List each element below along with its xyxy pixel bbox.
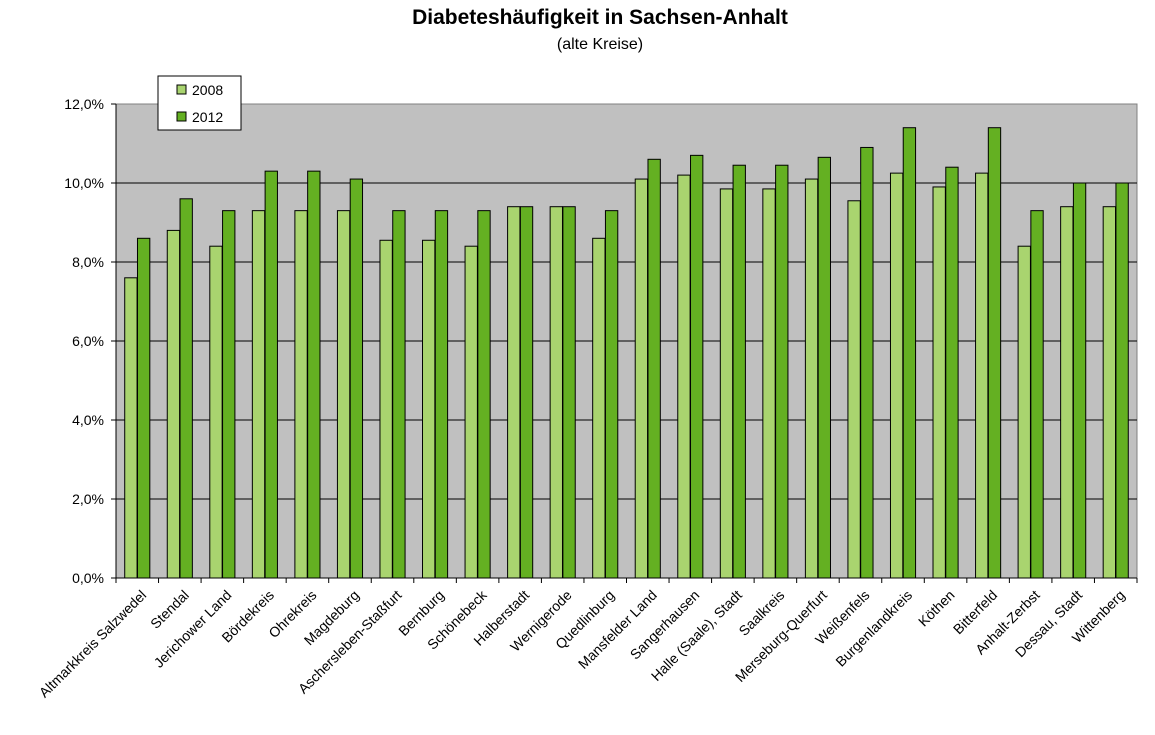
bar-2008 — [464, 245, 478, 579]
bar-2012 — [222, 210, 236, 579]
bar-2008 — [1102, 206, 1117, 579]
bar-2008 — [634, 178, 649, 579]
legend-swatch-2012 — [176, 111, 187, 122]
bar-2012 — [136, 237, 151, 579]
y-tick-label: 12,0% — [64, 96, 104, 112]
x-tick-label: Jerichower Land — [151, 587, 235, 671]
bars — [124, 127, 1129, 579]
bar-2008 — [209, 245, 223, 579]
chart-subtitle: (alte Kreise) — [556, 36, 644, 53]
bar-2012 — [647, 158, 661, 579]
y-tick-label: 10,0% — [64, 175, 104, 191]
bar-2008 — [336, 210, 351, 579]
bar-2012 — [1115, 182, 1129, 579]
bar-2012 — [392, 210, 406, 579]
legend-box — [157, 75, 242, 131]
y-tick-label: 6,0% — [72, 333, 104, 349]
bar-2012 — [987, 127, 1002, 579]
bar-2008 — [932, 186, 946, 579]
bar-2012 — [775, 164, 789, 579]
y-tick-label: 0,0% — [72, 570, 104, 586]
bar-2008 — [762, 188, 776, 579]
bar-2008 — [1060, 206, 1074, 579]
bar-2008 — [166, 229, 181, 579]
x-tick-label: Mansfelder Land — [575, 587, 660, 672]
bar-2012 — [307, 170, 321, 579]
bar-2012 — [817, 156, 831, 579]
y-tick-labels: 0,0% 2,0% 4,0% 6,0% 8,0% 10,0% 12,0% — [64, 96, 104, 586]
legend-label-2008: 2008 — [192, 82, 223, 98]
bar-2008 — [889, 172, 904, 579]
bar-2012 — [732, 164, 746, 579]
bar-2012 — [562, 206, 576, 579]
bar-2008 — [422, 239, 436, 579]
bar-2012 — [945, 166, 959, 579]
x-tick-label: Burgenlandkreis — [832, 587, 915, 670]
bar-2012 — [690, 154, 704, 579]
bar-2012 — [179, 198, 193, 579]
y-tick-label: 4,0% — [72, 412, 104, 428]
gridlines — [116, 182, 1137, 500]
bar-2012 — [1072, 182, 1087, 579]
bar-2008 — [294, 210, 308, 579]
y-tick-label: 8,0% — [72, 254, 104, 270]
bar-2008 — [549, 206, 563, 579]
bar-2008 — [124, 277, 138, 579]
bar-2008 — [677, 174, 691, 579]
bar-2008 — [804, 178, 819, 579]
legend: 2008 2012 — [157, 75, 242, 131]
x-tick-label: Altmarkkreis Salzwedel — [36, 587, 150, 701]
bar-2012 — [860, 146, 874, 579]
bar-2008 — [1017, 245, 1031, 579]
y-tick-label: 2,0% — [72, 491, 104, 507]
bar-2012 — [264, 170, 278, 579]
bar-2012 — [519, 206, 534, 579]
bar-2012 — [434, 210, 449, 579]
legend-label-2012: 2012 — [192, 109, 223, 125]
x-tick-labels: Altmarkkreis SalzwedelStendalJerichower … — [36, 586, 1128, 700]
bar-2008 — [379, 239, 393, 579]
bar-2012 — [1030, 210, 1044, 579]
axes — [111, 103, 1138, 583]
bar-2012 — [902, 127, 917, 579]
bar-2012 — [604, 210, 619, 579]
bar-2008 — [251, 210, 266, 579]
bar-2012 — [349, 178, 364, 579]
bar-2012 — [477, 210, 491, 579]
bar-2008 — [847, 200, 861, 579]
legend-swatch-2008 — [176, 84, 187, 95]
bar-2008 — [719, 188, 734, 579]
bar-2008 — [507, 206, 521, 579]
bar-2008 — [975, 172, 989, 579]
bar-2008 — [592, 237, 606, 579]
chart-title: Diabeteshäufigkeit in Sachsen-Anhalt — [412, 6, 788, 29]
